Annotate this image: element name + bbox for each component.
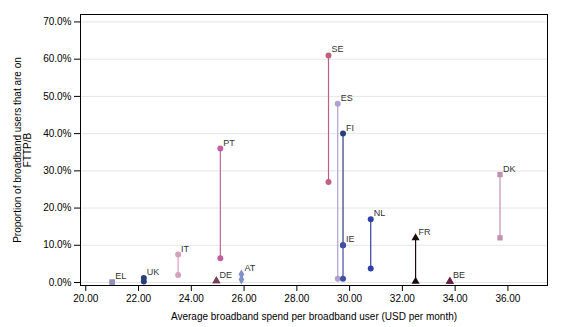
svg-text:NL: NL — [374, 208, 386, 218]
svg-text:22.00: 22.00 — [126, 293, 151, 304]
svg-text:IE: IE — [346, 234, 355, 244]
svg-text:IT: IT — [181, 244, 190, 254]
svg-text:FI: FI — [346, 123, 354, 133]
svg-text:SE: SE — [332, 44, 344, 54]
svg-text:Proportion of broadband users: Proportion of broadband users that are o… — [12, 57, 33, 243]
svg-text:AT: AT — [244, 263, 255, 273]
svg-text:10.0%: 10.0% — [43, 239, 71, 250]
svg-text:40.0%: 40.0% — [43, 128, 71, 139]
svg-text:32.00: 32.00 — [390, 293, 415, 304]
svg-text:60.0%: 60.0% — [43, 53, 71, 64]
svg-text:FR: FR — [419, 227, 431, 237]
svg-text:20.0%: 20.0% — [43, 202, 71, 213]
svg-text:30.0%: 30.0% — [43, 165, 71, 176]
svg-text:20.00: 20.00 — [73, 293, 98, 304]
svg-text:28.00: 28.00 — [284, 293, 309, 304]
svg-text:ES: ES — [341, 93, 353, 103]
svg-text:PT: PT — [223, 138, 235, 148]
svg-text:50.0%: 50.0% — [43, 91, 71, 102]
svg-text:EL: EL — [115, 271, 126, 281]
svg-text:36.00: 36.00 — [495, 293, 520, 304]
svg-text:30.00: 30.00 — [337, 293, 362, 304]
svg-text:26.00: 26.00 — [232, 293, 257, 304]
svg-text:0.0%: 0.0% — [49, 277, 72, 288]
svg-text:DE: DE — [219, 270, 232, 280]
svg-text:BE: BE — [453, 270, 465, 280]
svg-text:24.00: 24.00 — [179, 293, 204, 304]
svg-text:DK: DK — [503, 164, 516, 174]
svg-text:34.00: 34.00 — [443, 293, 468, 304]
svg-text:Average broadband spend per br: Average broadband spend per broadband us… — [171, 311, 457, 322]
svg-text:70.0%: 70.0% — [43, 16, 71, 27]
svg-text:UK: UK — [147, 267, 160, 277]
